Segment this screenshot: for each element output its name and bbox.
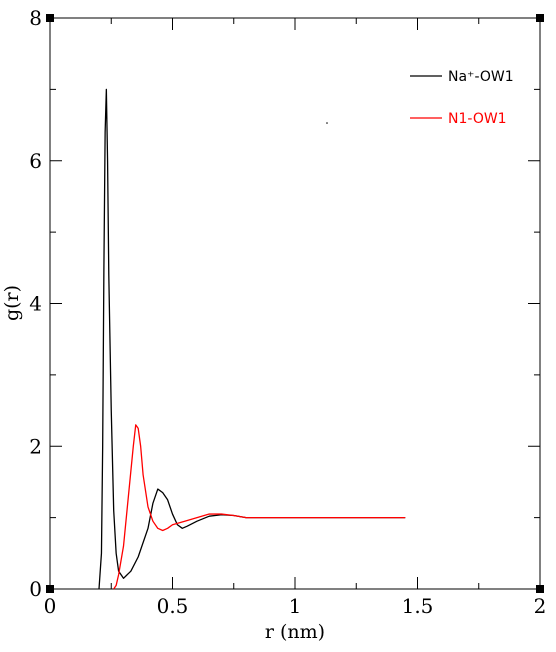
- series-line-2: [113, 424, 406, 590]
- axis-tick-labels: 0 0.5 1 1.5 2 0 2 4 6 8: [29, 6, 546, 618]
- corner-handle: [536, 585, 544, 593]
- data-series: [98, 88, 406, 590]
- y-tick-label: 2: [29, 434, 42, 458]
- y-tick-label: 6: [29, 149, 42, 173]
- x-tick-label: 0: [44, 594, 57, 618]
- plot-frame: [49, 17, 541, 590]
- stray-dot: [326, 122, 328, 124]
- y-tick-label: 0: [29, 577, 42, 601]
- x-tick-label: 0.5: [157, 594, 189, 618]
- corner-handle: [536, 14, 544, 22]
- legend-label: N1-OW1: [448, 111, 507, 127]
- axis-ticks: [49, 17, 541, 590]
- corner-handle: [46, 14, 54, 22]
- x-axis-title: r (nm): [265, 621, 325, 643]
- corner-handle: [46, 585, 54, 593]
- legend: Na⁺-OW1 N1-OW1: [410, 69, 514, 127]
- legend-label: Na⁺-OW1: [448, 69, 514, 85]
- y-axis-title: g(r): [1, 285, 23, 321]
- x-tick-label: 1: [289, 594, 302, 618]
- corner-handles: [46, 14, 544, 593]
- x-tick-label: 1.5: [402, 594, 434, 618]
- series-line-1: [98, 88, 406, 590]
- y-tick-label: 8: [29, 6, 42, 30]
- x-tick-label: 2: [534, 594, 547, 618]
- y-tick-label: 4: [29, 292, 42, 316]
